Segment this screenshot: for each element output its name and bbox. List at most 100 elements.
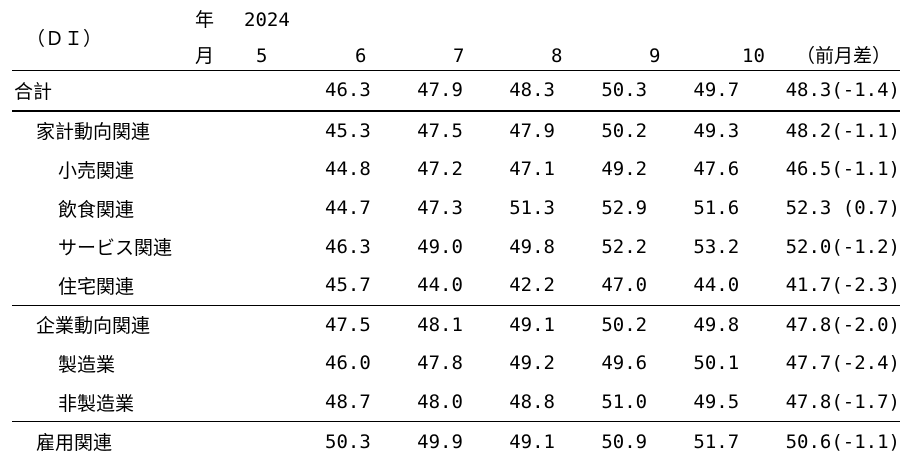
cell-value: 49.7	[647, 69, 740, 111]
cell-value: 47.5	[370, 109, 463, 151]
month-header-10: 10	[742, 45, 765, 67]
cell-value: 53.2	[693, 235, 740, 258]
cell-value: 46.5	[785, 158, 832, 181]
cell-value: 45.3	[278, 109, 371, 151]
month-header-8: 8	[551, 45, 563, 67]
cell-value: 51.7	[647, 421, 740, 461]
cell-value: 47.2	[417, 158, 463, 181]
unit-label: （ＤＩ）	[26, 28, 103, 50]
cell-value: 44.0	[693, 274, 740, 297]
cell-value: 49.0	[417, 235, 463, 258]
cell-value: 47.8	[785, 391, 832, 414]
cell-value: 46.0	[325, 352, 371, 375]
row-label: 企業動向関連	[12, 304, 279, 345]
cell-value: 42.2	[509, 274, 555, 297]
table-row-manufacturing: 製造業 46.0 47.8 49.2 49.6 50.1 47.7 (-2.4)	[12, 344, 900, 383]
row-label: 合計	[12, 69, 279, 111]
cell-diff: (-1.1)	[831, 421, 900, 461]
cell-value: 50.9	[555, 421, 648, 461]
cell-value: 49.2	[509, 352, 555, 375]
row-label: 製造業	[58, 353, 116, 376]
table-row-employment: 雇用関連 50.3 49.9 49.1 50.9 51.7 50.6 (-1.1…	[12, 421, 900, 461]
cell-diff: (0.7)	[842, 197, 900, 220]
month-header-5: 5	[256, 45, 268, 67]
cell-value: 44.7	[325, 197, 371, 220]
cell-value: 48.2	[739, 109, 832, 151]
cell-value: 48.8	[509, 391, 555, 414]
cell-value: 52.0	[785, 235, 832, 258]
cell-value: 50.2	[555, 109, 648, 151]
row-label: 住宅関連	[58, 275, 135, 298]
cell-value: 50.2	[555, 304, 648, 345]
month-label: 月	[195, 45, 215, 67]
cell-diff: (-1.7)	[831, 391, 900, 414]
table-row-housing: 住宅関連 45.7 44.0 42.2 47.0 44.0 41.7 (-2.3…	[12, 266, 900, 305]
table-row-food: 飲食関連 44.7 47.3 51.3 52.9 51.6 52.3 (0.7)	[12, 189, 900, 228]
cell-value: 47.1	[509, 158, 555, 181]
row-label: 小売関連	[58, 159, 135, 182]
cell-value: 49.1	[462, 421, 555, 461]
cell-value: 48.3	[462, 69, 555, 111]
cell-value: 48.7	[325, 391, 371, 414]
cell-diff: (-1.1)	[831, 158, 900, 181]
cell-value: 44.0	[417, 274, 463, 297]
cell-value: 49.1	[462, 304, 555, 345]
month-header-9: 9	[649, 45, 661, 67]
row-label: 非製造業	[58, 392, 135, 415]
cell-diff: (-1.4)	[831, 69, 900, 111]
cell-diff: (-1.2)	[831, 235, 900, 258]
cell-diff: (-2.3)	[831, 274, 900, 297]
cell-value: 50.6	[739, 421, 832, 461]
cell-value: 41.7	[785, 274, 832, 297]
table-row-non-manufacturing: 非製造業 48.7 48.0 48.8 51.0 49.5 47.8 (-1.7…	[12, 383, 900, 422]
cell-value: 47.8	[417, 352, 463, 375]
row-label: 飲食関連	[58, 198, 135, 221]
cell-value: 49.5	[693, 391, 740, 414]
year-value: 2024	[244, 9, 290, 31]
cell-value: 48.0	[417, 391, 463, 414]
cell-diff: (-2.4)	[831, 352, 900, 375]
cell-value: 49.9	[370, 421, 463, 461]
cell-value: 47.6	[693, 158, 740, 181]
di-table: 合計 46.3 47.9 48.3 50.3 49.7 48.3 (-1.4) …	[12, 69, 900, 461]
table-row-total: 合計 46.3 47.9 48.3 50.3 49.7 48.3 (-1.4)	[12, 69, 900, 111]
cell-value: 51.6	[693, 197, 740, 220]
month-header-6: 6	[355, 45, 367, 67]
cell-value: 51.3	[509, 197, 555, 220]
cell-value: 50.3	[555, 69, 648, 111]
row-label: サービス関連	[58, 237, 173, 260]
table-row-service: サービス関連 46.3 49.0 49.8 52.2 53.2 52.0 (-1…	[12, 227, 900, 266]
cell-value: 47.9	[462, 109, 555, 151]
row-label: 家計動向関連	[12, 109, 279, 151]
diff-header: （前月差）	[796, 45, 892, 67]
cell-value: 47.9	[370, 69, 463, 111]
row-label: 雇用関連	[12, 421, 279, 461]
cell-value: 50.1	[693, 352, 740, 375]
cell-value: 48.3	[739, 69, 832, 111]
cell-diff: (-2.0)	[831, 304, 900, 345]
cell-value: 47.3	[417, 197, 463, 220]
cell-value: 49.2	[601, 158, 648, 181]
cell-value: 47.5	[278, 304, 371, 345]
table-row-corporate: 企業動向関連 47.5 48.1 49.1 50.2 49.8 47.8 (-2…	[12, 304, 900, 345]
year-label: 年	[195, 9, 215, 31]
month-header-7: 7	[453, 45, 465, 67]
cell-value: 44.8	[325, 158, 371, 181]
cell-value: 49.8	[647, 304, 740, 345]
cell-value: 46.3	[325, 235, 371, 258]
cell-value: 50.3	[278, 421, 371, 461]
cell-value: 48.1	[370, 304, 463, 345]
cell-value: 45.7	[325, 274, 371, 297]
cell-value: 49.3	[647, 109, 740, 151]
cell-value: 49.8	[509, 235, 555, 258]
table-row-retail: 小売関連 44.8 47.2 47.1 49.2 47.6 46.5 (-1.1…	[12, 150, 900, 189]
cell-value: 47.0	[601, 274, 648, 297]
cell-value: 47.7	[785, 352, 832, 375]
cell-value: 49.6	[601, 352, 648, 375]
cell-value: 47.8	[739, 304, 832, 345]
cell-value: 52.2	[601, 235, 648, 258]
cell-value: 52.9	[601, 197, 648, 220]
cell-value: 51.0	[601, 391, 648, 414]
table-row-household: 家計動向関連 45.3 47.5 47.9 50.2 49.3 48.2 (-1…	[12, 109, 900, 151]
cell-diff: (-1.1)	[831, 109, 900, 151]
